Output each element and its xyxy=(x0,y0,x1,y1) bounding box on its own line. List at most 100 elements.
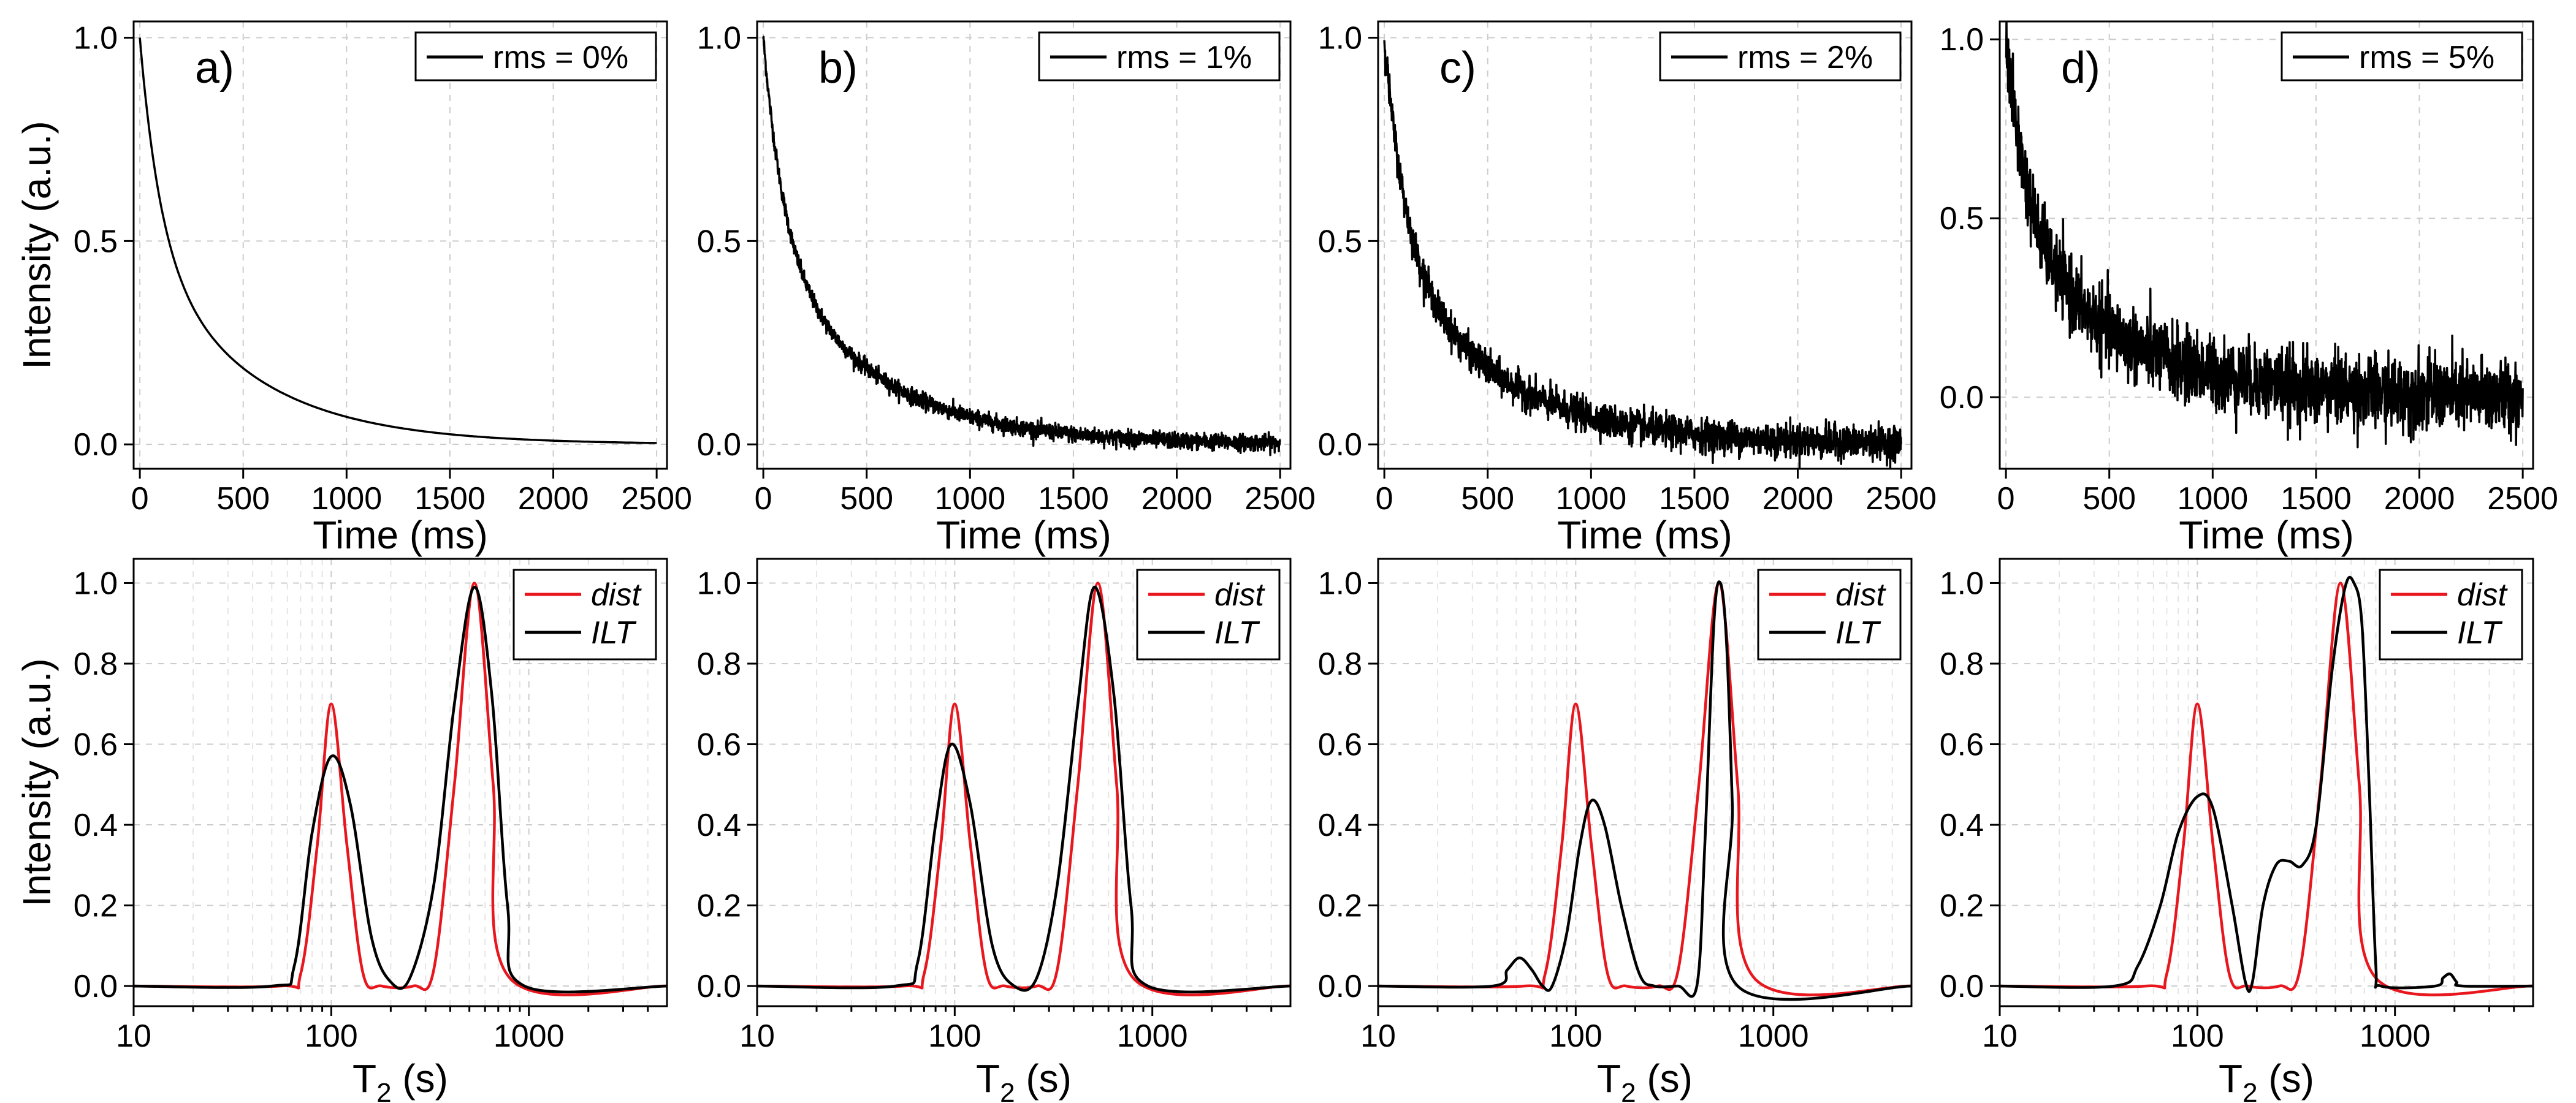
x-tick-label: 100 xyxy=(928,1018,981,1054)
x-axis-title-main: T xyxy=(1597,1056,1621,1101)
y-tick-label: 1.0 xyxy=(697,21,741,56)
y-tick-label: 1.0 xyxy=(1318,21,1362,56)
legend-label: dist xyxy=(591,577,642,613)
y-tick-label: 0.0 xyxy=(697,969,741,1004)
x-tick-label: 10 xyxy=(739,1018,775,1054)
chart-panel-4: 0 500 1000 1500 2000 2500 0.0 0.5 1.0 Time (ms) d)… xyxy=(1940,20,2558,557)
x-tick-label: 10 xyxy=(116,1018,151,1054)
x-axis-title-subscript: 2 xyxy=(376,1078,391,1103)
x-tick-label: 100 xyxy=(305,1018,358,1054)
y-tick-label: 0.6 xyxy=(1940,727,1984,763)
y-tick-label: 1.0 xyxy=(74,566,118,601)
series-line-dist xyxy=(1378,582,1911,996)
series-line-ilt xyxy=(2000,575,2533,993)
panel-label: b) xyxy=(818,44,858,93)
x-tick-label: 1000 xyxy=(1117,1018,1188,1054)
x-tick-label: 0 xyxy=(1376,481,1393,517)
x-tick-label: 0 xyxy=(131,481,149,517)
legend-label: ILT xyxy=(1835,615,1881,651)
legend-box xyxy=(1038,31,1281,81)
y-tick-label: 0.4 xyxy=(1940,808,1984,843)
x-tick-label: 1500 xyxy=(414,481,486,517)
legend-label: dist xyxy=(1835,577,1886,613)
panel-label: c) xyxy=(1439,44,1476,93)
x-tick-label: 1000 xyxy=(934,481,1005,517)
plot-frame xyxy=(1377,20,1913,470)
x-axis-title: Time (ms) xyxy=(1557,513,1732,557)
series-line-dist xyxy=(2000,582,2533,996)
legend: rms = 1% xyxy=(1038,31,1281,81)
y-tick-label: 0.4 xyxy=(74,808,118,843)
x-axis-title-main: T xyxy=(2219,1056,2243,1101)
series-line-ilt xyxy=(134,585,667,994)
legend-label: ILT xyxy=(1214,615,1260,651)
y-tick-label: 0.6 xyxy=(1318,727,1362,763)
y-tick-label: 0.4 xyxy=(697,808,741,843)
y-tick-label: 1.0 xyxy=(1940,566,1984,601)
x-tick-label: 10 xyxy=(1360,1018,1396,1054)
x-axis-title-subscript: 2 xyxy=(2243,1078,2257,1103)
x-tick-label: 1000 xyxy=(2177,481,2248,517)
plot-frame xyxy=(1999,558,2534,1007)
y-tick-label: 0.8 xyxy=(697,646,741,682)
x-tick-label: 0 xyxy=(755,481,772,517)
x-axis-title: Time (ms) xyxy=(2179,513,2354,557)
legend-label: dist xyxy=(2457,577,2508,613)
x-tick-label: 500 xyxy=(2083,481,2136,517)
x-axis-title-main: T xyxy=(976,1056,1000,1101)
x-axis-title-unit: (s) xyxy=(1015,1056,1072,1101)
y-tick-label: 0.5 xyxy=(74,224,118,259)
series-line-rms-2- xyxy=(1383,40,1902,469)
legend: rms = 0% xyxy=(414,31,657,81)
y-tick-label: 0.6 xyxy=(697,727,741,763)
y-tick-label: 0.4 xyxy=(1318,808,1362,843)
y-tick-label: 0.8 xyxy=(1318,646,1362,682)
y-tick-label: 1.0 xyxy=(1940,22,1984,58)
x-tick-label: 2500 xyxy=(1244,481,1316,517)
x-tick-label: 1000 xyxy=(2360,1018,2431,1054)
x-axis-title-unit: (s) xyxy=(1636,1056,1693,1101)
series-line-dist xyxy=(757,582,1290,996)
series-line-rms-1- xyxy=(762,36,1281,457)
y-tick-label: 1.0 xyxy=(1318,566,1362,601)
y-tick-label: 0.8 xyxy=(1940,646,1984,682)
y-tick-label: 0.2 xyxy=(1318,889,1362,924)
chart-panel-2: 0 500 1000 1500 2000 2500 0.0 0.5 1.0 Time (ms) b)… xyxy=(697,20,1316,557)
x-tick-label: 2000 xyxy=(518,481,589,517)
x-axis-title-subscript: 2 xyxy=(1621,1078,1636,1103)
y-axis-title: Intensity (a.u.) xyxy=(15,121,59,370)
x-axis-title: T2 (s) xyxy=(976,1056,1072,1103)
y-tick-label: 0.8 xyxy=(74,646,118,682)
x-tick-label: 0 xyxy=(1997,481,2015,517)
legend-label: ILT xyxy=(591,615,637,651)
plot-frame xyxy=(132,20,668,470)
x-axis-title-unit: (s) xyxy=(2258,1056,2314,1101)
x-tick-label: 100 xyxy=(2171,1018,2224,1054)
y-tick-label: 0.5 xyxy=(1940,201,1984,237)
plot-frame xyxy=(1999,20,2534,470)
legend-label: rms = 2% xyxy=(1737,40,1873,75)
x-tick-label: 2500 xyxy=(1865,481,1937,517)
plot-frame xyxy=(756,558,1292,1007)
y-tick-label: 0.0 xyxy=(1940,969,1984,1004)
y-tick-label: 0.0 xyxy=(697,427,741,463)
x-tick-label: 500 xyxy=(216,481,270,517)
series-line-ilt xyxy=(757,585,1290,994)
legend-box xyxy=(2379,569,2523,661)
panel-label: d) xyxy=(2061,44,2100,93)
legend-label: dist xyxy=(1214,577,1265,613)
x-axis-title: T2 (s) xyxy=(352,1056,448,1103)
chart-panel-3: 0 500 1000 1500 2000 2500 0.0 0.5 1.0 Time (ms) c)… xyxy=(1318,20,1937,557)
x-axis-title-main: T xyxy=(352,1056,376,1101)
chart-panel-5: 10 100 1000 0.0 0.2 0.4 0.6 0.8 1.0 T2 (s) Intensi… xyxy=(15,558,668,1103)
legend-box xyxy=(1757,569,1902,661)
x-axis-title-subscript: 2 xyxy=(1000,1078,1015,1103)
series-line-ilt xyxy=(1378,580,1911,1001)
legend-label: rms = 5% xyxy=(2359,40,2494,75)
legend: rms = 2% xyxy=(1659,31,1902,81)
